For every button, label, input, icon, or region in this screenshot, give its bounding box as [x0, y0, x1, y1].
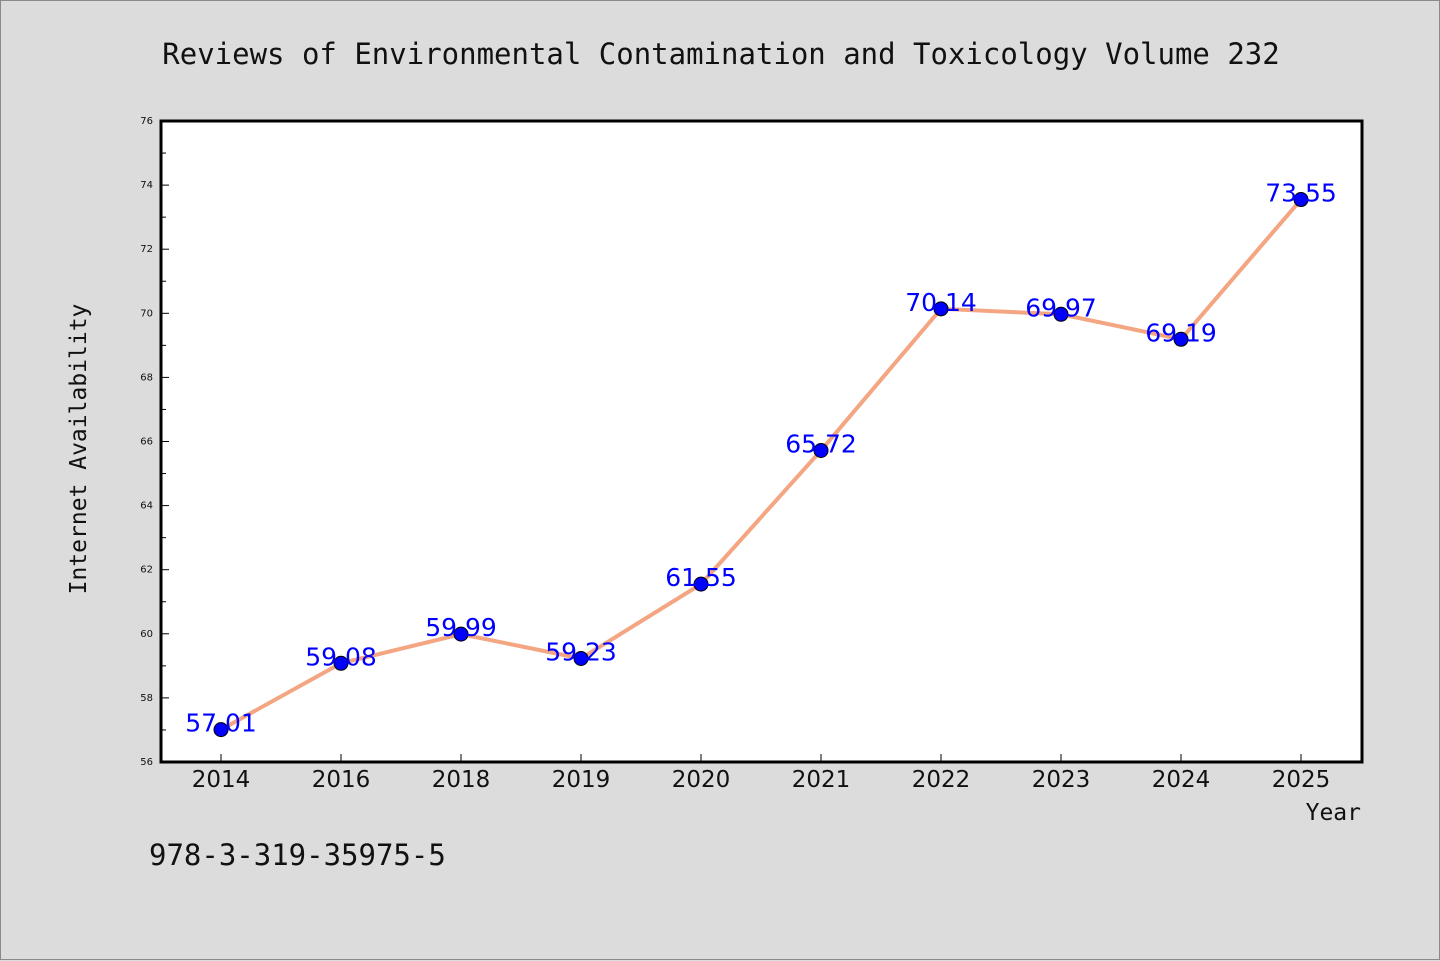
- data-label: 69.97: [1025, 293, 1097, 322]
- y-tick-label: 74: [140, 180, 153, 191]
- data-point: [453, 626, 469, 642]
- data-point: [813, 442, 829, 458]
- x-tick-label: 2019: [552, 767, 611, 793]
- data-point: [333, 655, 349, 671]
- x-tick-label: 2022: [912, 767, 971, 793]
- x-tick-label: 2014: [192, 767, 251, 793]
- x-tick-label: 2023: [1032, 767, 1091, 793]
- data-label: 73.55: [1265, 179, 1337, 208]
- data-labels: 57.01 59.08 59.99 59.23 61.55 65.72 70.14 69.97…: [185, 179, 1337, 738]
- y-tick-label: 62: [140, 565, 153, 576]
- data-point: [1173, 331, 1189, 347]
- data-point: [693, 576, 709, 592]
- y-tick-label: 68: [140, 372, 153, 383]
- y-tick-label: 64: [140, 501, 153, 512]
- isbn-text: 978-3-319-35975-5: [149, 838, 446, 872]
- data-label: 70.14: [905, 288, 977, 317]
- data-point: [213, 722, 229, 738]
- data-label: 57.01: [185, 709, 257, 738]
- data-label: 59.99: [425, 613, 497, 642]
- x-axis: 2014 2016 2018 2019 2020 2021 2022 2023 2024 2025: [192, 754, 1331, 793]
- x-tick-label: 2021: [792, 767, 851, 793]
- data-label: 61.55: [665, 563, 737, 592]
- x-tick-label: 2020: [672, 767, 731, 793]
- data-label: 69.19: [1145, 318, 1217, 347]
- plot-area: [159, 119, 1364, 764]
- x-axis-label: Year: [1306, 800, 1361, 826]
- data-point: [933, 301, 949, 317]
- x-tick-label: 2016: [312, 767, 371, 793]
- x-tick-label: 2018: [432, 767, 491, 793]
- y-tick-label: 60: [140, 629, 153, 640]
- data-label: 59.08: [305, 642, 377, 671]
- y-tick-label: 66: [140, 437, 153, 448]
- y-tick-label: 76: [140, 116, 153, 127]
- data-point: [1293, 192, 1309, 208]
- data-point: [573, 650, 589, 666]
- series-internet-availability: [213, 192, 1309, 738]
- y-axis-label: Internet Availability: [66, 304, 92, 595]
- data-point: [1053, 306, 1069, 322]
- y-tick-label: 70: [140, 308, 153, 319]
- y-axis: 56 58 60 62 64 66 68 70 72 74 76: [140, 116, 169, 768]
- data-label: 65.72: [785, 429, 857, 458]
- chart-title: Reviews of Environmental Contamination a…: [162, 37, 1279, 71]
- series-line: [220, 198, 1303, 732]
- y-tick-label: 72: [140, 244, 153, 255]
- y-tick-label: 58: [140, 693, 153, 704]
- x-tick-label: 2025: [1272, 767, 1331, 793]
- y-tick-label: 56: [140, 757, 153, 768]
- data-label: 59.23: [545, 637, 617, 666]
- x-tick-label: 2024: [1152, 767, 1211, 793]
